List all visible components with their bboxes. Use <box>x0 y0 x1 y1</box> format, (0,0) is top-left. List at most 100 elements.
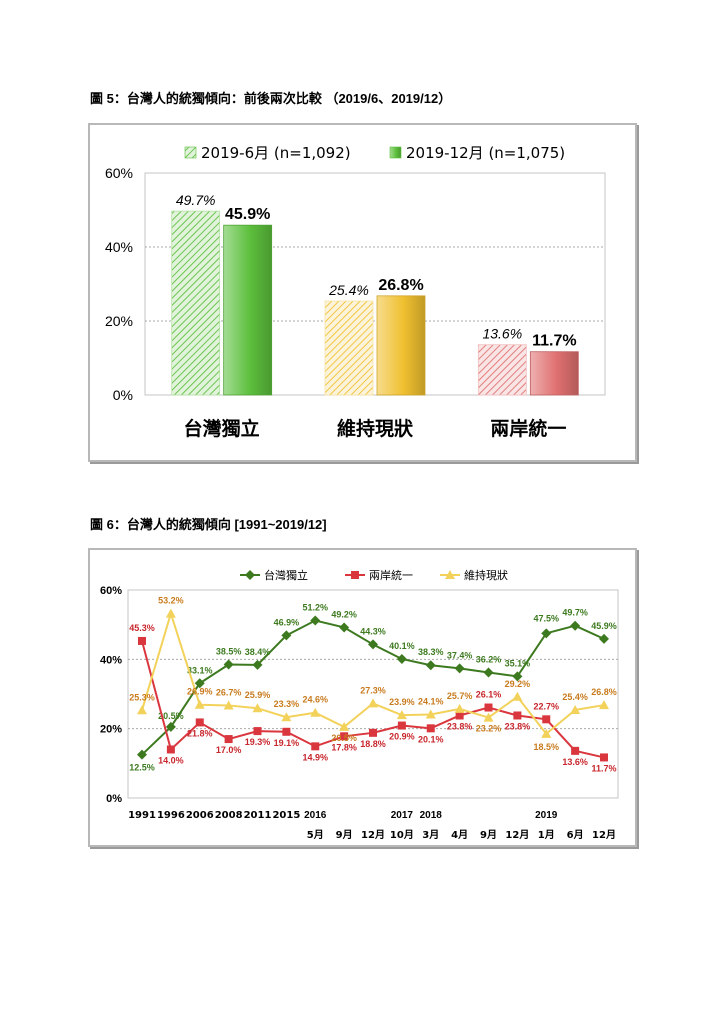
bar <box>477 344 527 396</box>
y-tick-label: 20% <box>105 313 133 329</box>
x-tick-label: 2006 <box>186 810 214 821</box>
data-label: 49.7% <box>562 608 588 618</box>
data-point-diamond <box>368 639 378 650</box>
legend-label: 兩岸統一 <box>369 568 413 582</box>
data-point-triangle <box>137 705 147 715</box>
data-point-square <box>195 718 204 727</box>
legend-swatch <box>184 146 197 159</box>
bar-value-label: 45.9% <box>225 206 270 223</box>
data-point-diamond <box>194 678 205 689</box>
data-label: 38.4% <box>245 647 271 657</box>
series-group: 45.3% 14.0% 21.8%17.0%19.3% 19.1%14.9%17.8%… <box>129 623 616 773</box>
data-point-diamond <box>483 667 494 678</box>
data-point-diamond <box>599 633 609 644</box>
data-point-square <box>311 742 320 751</box>
data-point-triangle <box>454 703 465 713</box>
data-label: 29.2% <box>505 679 531 689</box>
data-label: 14.0% <box>158 755 184 765</box>
data-point-diamond <box>425 660 436 671</box>
data-point-triangle <box>223 700 234 710</box>
data-label: 49.2% <box>331 609 357 619</box>
data-point-square <box>397 721 406 730</box>
data-label: 17.0% <box>216 745 242 755</box>
plot-area-border <box>144 172 606 396</box>
data-point-triangle <box>194 699 205 709</box>
x-tick-label: 4月 <box>451 829 468 841</box>
y-tick-label: 60% <box>105 165 133 181</box>
data-point-triangle <box>310 707 321 717</box>
data-label: 25.7% <box>447 691 473 701</box>
data-point-square <box>455 711 464 720</box>
series-group: 12.5% 20.5% 33.1%38.5% 38.4% 46.9%51.2%49.2%… <box>129 603 617 773</box>
data-label: 23.3% <box>274 699 300 709</box>
data-point-triangle <box>425 709 436 719</box>
data-label: 13.6% <box>562 757 588 767</box>
x-tick-label: 2011 <box>244 810 272 821</box>
data-label: 23.8% <box>447 721 473 731</box>
bar-value-label: 49.7% <box>176 192 216 208</box>
x-category-label: 維持現狀 <box>337 417 414 440</box>
data-label: 19.1% <box>274 738 300 748</box>
x-tick-label: 9月 <box>336 829 353 841</box>
data-label: 51.2% <box>302 603 328 613</box>
line-chart-panel: 0% 20% 40% 60% 1991 1996 2006 2008 2011 2015 5月 9月 1… <box>88 548 637 847</box>
data-point-square <box>340 732 349 741</box>
data-point-triangle <box>483 712 494 722</box>
y-tick-label: 20% <box>100 724 122 736</box>
data-point-square <box>166 745 175 754</box>
data-label: 24.6% <box>302 695 328 705</box>
data-label: 45.9% <box>591 621 617 631</box>
data-point-diamond <box>396 653 407 664</box>
bar <box>529 351 579 396</box>
data-point-diamond <box>570 620 581 631</box>
bar-chart: 0% 20% 40% 60% 49.7% 45.9% 台灣獨立 25.4% 26.8% 維持現狀 1… <box>105 144 606 440</box>
data-point-diamond <box>512 671 523 682</box>
x-tick-label: 2015 <box>272 810 300 821</box>
data-label: 26.1% <box>476 690 502 700</box>
data-label: 20.9% <box>389 732 415 742</box>
data-label: 38.5% <box>216 647 242 657</box>
y-tick-label: 60% <box>100 585 122 597</box>
x-tick-label: 1991 <box>128 810 156 821</box>
bar-value-label: 25.4% <box>328 282 369 298</box>
data-point-square <box>138 636 146 645</box>
data-point-square <box>253 727 262 736</box>
data-label: 14.9% <box>302 752 328 762</box>
x-tick-label: 6月 <box>567 829 584 841</box>
data-point-square <box>426 724 435 733</box>
data-point-square <box>282 727 291 736</box>
x-year-label: 2019 <box>535 810 558 821</box>
legend-label: 2019-12月 (n=1,075) <box>406 144 565 162</box>
data-point-square <box>351 571 359 579</box>
x-year-label: 2018 <box>420 810 443 821</box>
y-tick-label: 0% <box>113 387 133 403</box>
legend-swatch <box>389 146 402 159</box>
data-label: 26.8% <box>591 687 617 697</box>
data-point-triangle <box>396 710 407 720</box>
x-tick-label: 12月 <box>361 829 385 841</box>
x-tick-label: 1月 <box>538 829 555 841</box>
data-label: 36.2% <box>476 655 502 665</box>
data-point-square <box>571 746 580 755</box>
data-label: 27.3% <box>360 685 386 695</box>
data-label: 45.3% <box>129 623 155 633</box>
data-point-diamond <box>310 615 321 626</box>
series-group: 25.3% 53.2% 26.9% 26.7% 25.9%23.3% 24.6% 20.5%… <box>129 596 617 752</box>
data-label: 40.1% <box>389 641 415 651</box>
data-point-diamond <box>245 570 255 580</box>
x-year-label: 2016 <box>304 810 327 821</box>
data-label: 21.8% <box>187 728 213 738</box>
figure6-caption: 圖 6：台灣人的統獨傾向 [1991~2019/12] <box>90 517 327 532</box>
data-point-diamond <box>223 659 234 670</box>
x-tick-label: 9月 <box>480 829 497 841</box>
data-label: 47.5% <box>533 613 559 623</box>
data-point-square <box>542 715 551 724</box>
x-tick-label: 2008 <box>215 810 243 821</box>
legend-label: 台灣獨立 <box>264 568 308 582</box>
data-point-triangle <box>368 698 378 708</box>
data-label: 24.1% <box>418 696 444 706</box>
data-label: 12.5% <box>129 763 155 773</box>
data-point-triangle <box>445 570 455 579</box>
data-point-square <box>369 728 377 737</box>
bar <box>324 300 374 396</box>
